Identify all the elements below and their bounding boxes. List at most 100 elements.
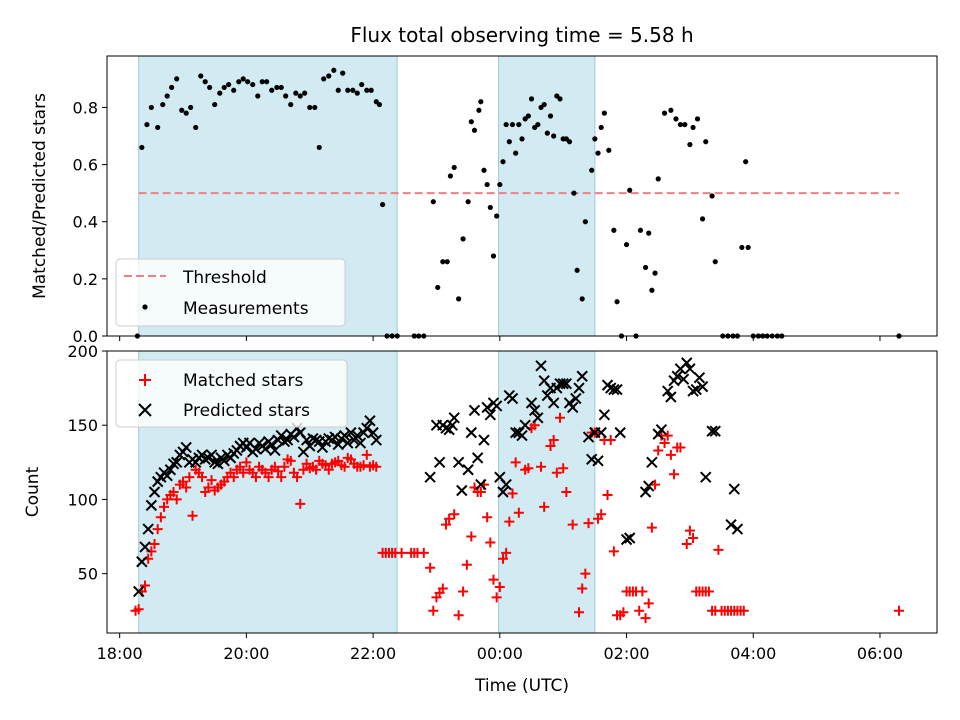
top-y-axis-label: Matched/Predicted stars xyxy=(30,93,50,299)
measurement-point xyxy=(606,147,612,153)
y-tick-label: 0.4 xyxy=(73,213,98,232)
predicted-star-point xyxy=(142,523,154,535)
matched-star-point xyxy=(567,519,578,530)
measurement-point xyxy=(481,167,487,173)
measurement-point xyxy=(368,87,374,93)
matched-star-point xyxy=(482,512,493,523)
measurement-point xyxy=(541,101,547,108)
measurement-point xyxy=(646,230,652,236)
measurement-point xyxy=(592,136,598,142)
measurement-point xyxy=(614,299,620,305)
predicted-star-point xyxy=(684,363,696,375)
predicted-star-point xyxy=(145,499,158,512)
matched-star-point xyxy=(545,440,556,451)
predicted-star-point xyxy=(288,431,300,443)
predicted-star-point xyxy=(132,585,145,598)
matched-star-point xyxy=(149,538,160,549)
predicted-star-point xyxy=(471,452,484,464)
matched-star-point xyxy=(323,464,334,475)
predicted-star-point xyxy=(364,415,376,427)
measurement-points xyxy=(134,67,902,339)
matched-star-point xyxy=(662,430,673,441)
predicted-star-point xyxy=(269,444,281,457)
matched-star-point xyxy=(298,464,309,475)
predicted-star-point xyxy=(465,426,478,439)
matched-star-point xyxy=(583,518,594,529)
measurement-point xyxy=(677,121,683,128)
measurement-point xyxy=(217,90,223,96)
measurement-point xyxy=(579,296,585,302)
measurement-point xyxy=(302,90,308,96)
matched-star-point xyxy=(738,605,749,616)
measurement-point xyxy=(255,93,261,99)
matched-star-point xyxy=(494,581,505,592)
matched-star-point xyxy=(551,467,562,478)
matched-star-point xyxy=(146,546,157,557)
predicted-star-point xyxy=(655,423,668,436)
measurement-point xyxy=(447,173,454,179)
measurement-point xyxy=(376,101,383,108)
matched-star-point xyxy=(461,559,472,570)
matched-star-point xyxy=(561,487,572,497)
matched-star-point xyxy=(475,487,486,497)
matched-star-point xyxy=(675,442,686,453)
measurement-point xyxy=(487,204,493,211)
measurement-point xyxy=(245,79,251,85)
measurement-point xyxy=(364,87,370,93)
measurement-point xyxy=(490,253,497,259)
predicted-star-point xyxy=(547,397,560,409)
measurement-point xyxy=(169,84,175,91)
predicted-star-point xyxy=(354,437,367,449)
matched-star-point xyxy=(178,476,189,487)
measurement-point xyxy=(202,79,208,85)
predicted-star-point xyxy=(519,419,531,431)
matched-star-point xyxy=(665,449,676,460)
matched-star-point xyxy=(159,501,170,512)
matched-star-point xyxy=(548,435,559,446)
predicted-star-point xyxy=(532,412,544,424)
predicted-star-point xyxy=(693,372,706,384)
measurement-point xyxy=(193,124,199,131)
matched-star-point xyxy=(339,461,350,472)
measurement-point xyxy=(259,79,265,85)
measurement-point xyxy=(174,76,180,82)
predicted-star-point xyxy=(687,385,699,397)
measurement-point xyxy=(471,127,478,133)
predicted-star-point xyxy=(136,556,148,568)
predicted-star-point xyxy=(468,404,481,417)
predicted-star-point xyxy=(209,456,221,469)
measurement-point xyxy=(335,87,341,93)
measurement-point xyxy=(509,121,516,128)
measurement-point xyxy=(444,259,450,265)
measurement-point xyxy=(655,176,661,182)
matched-star-point xyxy=(608,546,619,557)
matched-star-point xyxy=(396,547,407,558)
predicted-star-point xyxy=(706,425,718,437)
y-tick-label: 0.8 xyxy=(73,98,98,117)
bottom-panel: 50 100 150 200 18:00 20:00 22:00 00:00 02:00 04:… xyxy=(23,342,938,696)
predicted-star-point xyxy=(690,383,702,396)
matched-star-point xyxy=(466,531,477,542)
measurement-point xyxy=(690,124,696,131)
predicted-star-point xyxy=(643,480,655,492)
predicted-star-point xyxy=(170,456,183,469)
measurement-point xyxy=(528,96,535,102)
measurement-point xyxy=(582,219,588,225)
matched-star-point xyxy=(453,610,464,621)
measurement-point xyxy=(694,116,701,122)
x-tick-label: 20:00 xyxy=(223,644,269,663)
predicted-star-point xyxy=(448,412,460,424)
top-chart-title: Flux total observing time = 5.58 h xyxy=(350,23,693,47)
predicted-star-point xyxy=(535,360,547,372)
y-tick-label: 150 xyxy=(67,416,98,435)
matched-star-point xyxy=(634,605,645,616)
measurement-point xyxy=(687,141,693,148)
matched-star-point xyxy=(497,553,508,564)
predicted-star-point xyxy=(528,404,541,417)
predicted-star-point xyxy=(516,429,528,442)
predicted-star-point xyxy=(665,391,677,403)
predicted-star-point xyxy=(275,429,287,442)
measurement-point xyxy=(359,81,365,88)
measurement-point xyxy=(212,101,218,108)
bottom-legend-box xyxy=(115,359,348,428)
